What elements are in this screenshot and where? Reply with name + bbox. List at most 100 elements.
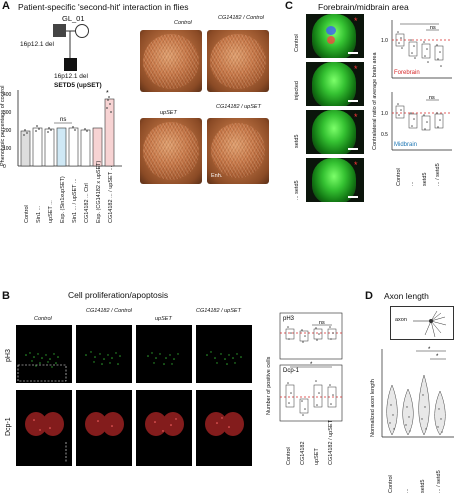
a-ylabel: Phenotypic percentage of control bbox=[0, 85, 6, 166]
a-xlabel-5: CG14182 ... Ctrl bbox=[84, 183, 90, 223]
b-xlabel-0: Control bbox=[286, 447, 292, 465]
a-tick-200: 200 bbox=[3, 128, 12, 134]
panel-d-plot: * * Normalized axon length Control ... s… bbox=[368, 345, 456, 500]
axon-neuron-icon bbox=[413, 310, 447, 338]
c-midbrain-dots bbox=[397, 103, 441, 130]
b-col-3: CG14182 / upSET bbox=[196, 308, 241, 314]
eye-label-upset: upSET bbox=[160, 110, 177, 116]
a-tick-0: 0 bbox=[3, 164, 6, 170]
a-xlabels: Control Sin1 ... upSET ... Exp. (Sin1xup… bbox=[18, 161, 123, 228]
c-sig-ns-top: ns bbox=[430, 25, 436, 31]
a-tick-100: 100 bbox=[3, 146, 12, 152]
panel-d-title: Axon length bbox=[384, 291, 429, 301]
c-forebrain-boxes bbox=[395, 33, 444, 61]
a-xlabel-4: Sin1 ... / upSET ... bbox=[72, 178, 78, 223]
axon-inset: axon bbox=[390, 306, 454, 340]
panel-b-label: B bbox=[2, 290, 10, 302]
brain-row-label-3: ... setd5 bbox=[294, 180, 300, 200]
eye-label-cg-upset: CG14182 / upSET bbox=[216, 104, 261, 110]
panel-a-title: Patient-specific 'second-hit' interactio… bbox=[18, 2, 189, 12]
a-xlabel-6: Exp. (CG14182 x upSET) bbox=[96, 160, 102, 223]
pedigree: GL_01 16p12.1 del 16p12.1 del SETD5 (upS… bbox=[20, 14, 130, 94]
b-ph3-label: pH3 bbox=[283, 316, 295, 322]
pedigree-second-hit: SETD5 (upSET) bbox=[54, 82, 102, 89]
b-ph3-boxes bbox=[285, 328, 337, 342]
c-midbrain-boxes bbox=[395, 105, 444, 131]
panel-c-label: C bbox=[285, 0, 293, 12]
c-ylabel: Contralateral ratio of average brain are… bbox=[372, 52, 378, 150]
panel-d-label: D bbox=[365, 290, 373, 302]
eye-photo-cg-control bbox=[207, 30, 269, 92]
b-row-dcp: Dcp-1 bbox=[5, 417, 12, 436]
panel-c-plot: ns Forebrain 1.0 ns Midbrain 1.0 0.5 Con… bbox=[372, 18, 455, 218]
brain-row-label-2: setd5 bbox=[294, 134, 300, 148]
panel-d-violin-plot: * * bbox=[381, 347, 454, 438]
eye-label-control: Control bbox=[174, 20, 192, 26]
d-xlabel-1: ... bbox=[404, 488, 410, 493]
c-xlabel-0: Control bbox=[396, 168, 402, 186]
c-midbrain-label: Midbrain bbox=[394, 142, 417, 148]
brain-star-3: * bbox=[354, 160, 358, 170]
b-ph3-dots bbox=[287, 326, 334, 343]
b-col-2: upSET bbox=[155, 316, 172, 322]
pedigree-proband: GL_01 bbox=[62, 14, 85, 23]
a-sig-star: * bbox=[106, 90, 109, 97]
c-tick-1-top: 1.0 bbox=[381, 38, 388, 44]
eye-photo-cg-upset bbox=[207, 118, 269, 184]
zebrafish-brain-double: * bbox=[306, 158, 364, 202]
micro-dcp-cg-upset bbox=[196, 390, 252, 466]
b-dcp-dots bbox=[287, 380, 334, 416]
d-dots bbox=[389, 394, 443, 433]
eye-photo-control bbox=[140, 30, 202, 92]
d-xlabel-2: setd5 bbox=[420, 479, 426, 493]
brain-star-2: * bbox=[354, 112, 358, 122]
c-xlabel-1: ... bbox=[409, 181, 415, 186]
a-xlabel-3: Exp. (Sin1xupSET) bbox=[60, 176, 66, 223]
micro-dcp-cg-control bbox=[76, 390, 132, 466]
a-tick-300: 300 bbox=[3, 110, 12, 116]
d-violins bbox=[386, 374, 446, 436]
b-xlabel-2: upSET bbox=[314, 448, 320, 465]
b-col-0: Control bbox=[34, 316, 52, 322]
b-sig-star: * bbox=[310, 362, 313, 368]
d-ylabel: Normalized axon length bbox=[370, 379, 376, 437]
panel-a-chart: ns * 0 100 200 300 400 Phenotypic percen… bbox=[0, 85, 125, 188]
b-dcp-boxes bbox=[285, 384, 337, 414]
a-xlabel-2: upSET ... bbox=[48, 200, 54, 223]
b-xlabel-3: CG14182 / upSET bbox=[328, 420, 334, 465]
zebrafish-brain-injected: * bbox=[306, 62, 364, 106]
b-ylabel: Number of positive cells bbox=[266, 356, 272, 415]
eye-label-enh: Enh. bbox=[211, 173, 223, 179]
a-bars bbox=[20, 98, 115, 167]
zebrafish-brain-setd5: * bbox=[306, 110, 364, 154]
a-sig-ns: ns bbox=[60, 117, 66, 123]
a-dots bbox=[23, 96, 112, 136]
b-dcp-label: Dcp-1 bbox=[283, 368, 300, 374]
panel-c-title: Forebrain/midbrain area bbox=[318, 2, 409, 12]
c-forebrain-dots bbox=[397, 31, 442, 67]
a-xlabel-1: Sin1 ... bbox=[36, 205, 42, 223]
c-tick-1-bottom: 1.0 bbox=[381, 111, 388, 117]
zebrafish-brain-control: * bbox=[306, 14, 364, 58]
micro-dcp-control bbox=[16, 390, 72, 466]
panel-b-dot-plots: pH3 ns Dcp-1 * bbox=[279, 312, 343, 422]
c-sig-ns-bottom: ns bbox=[429, 95, 435, 101]
c-xlabel-2: setd5 bbox=[422, 172, 428, 186]
pedigree-child-variant: 16p12.1 del bbox=[54, 73, 88, 80]
c-xlabel-3: ... / setd5 bbox=[435, 163, 441, 186]
c-forebrain-label: Forebrain bbox=[394, 70, 420, 76]
brain-row-label-0: Control bbox=[294, 34, 300, 52]
brain-row-label-1: injected bbox=[294, 81, 300, 100]
panel-b-title: Cell proliferation/apoptosis bbox=[68, 290, 169, 300]
eye-photo-upset bbox=[140, 118, 202, 184]
panel-a-bar-chart: ns * 0 100 200 300 400 bbox=[3, 90, 122, 170]
brain-star-0: * bbox=[354, 16, 358, 26]
pedigree-parent-variant: 16p12.1 del bbox=[20, 41, 54, 48]
a-tick-400: 400 bbox=[3, 92, 12, 98]
eye-label-cg-control: CG14182 / Control bbox=[218, 15, 264, 21]
a-xlabel-0: Control bbox=[24, 205, 30, 223]
d-xlabel-3: ... / setd5 bbox=[436, 470, 442, 493]
b-sig-ns: ns bbox=[319, 320, 325, 326]
d-sig-star-top: * bbox=[428, 347, 431, 353]
axon-inset-label: axon bbox=[395, 317, 407, 323]
